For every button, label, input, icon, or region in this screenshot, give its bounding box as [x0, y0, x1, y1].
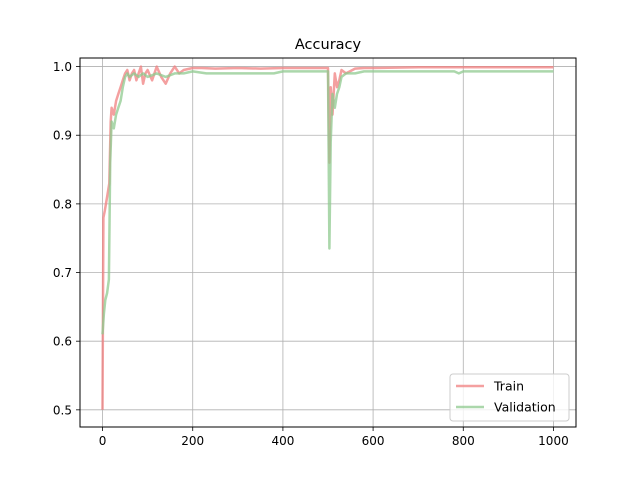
legend-label-validation: Validation [494, 400, 556, 415]
x-tick-label: 0 [99, 434, 107, 448]
legend-label-train: Train [493, 379, 524, 394]
y-tick-label: 0.8 [53, 197, 72, 211]
x-axis: 0 200 400 600 800 1000 [99, 427, 569, 448]
series-line-validation [101, 70, 554, 335]
y-tick-label: 1.0 [53, 60, 72, 74]
y-tick-label: 0.7 [53, 266, 72, 280]
y-axis: 0.5 0.6 0.7 0.8 0.9 1.0 [53, 60, 80, 417]
x-tick-label: 800 [452, 434, 475, 448]
series-layer [101, 65, 554, 410]
x-tick-label: 600 [362, 434, 385, 448]
x-tick-label: 200 [181, 434, 204, 448]
x-tick-label: 400 [271, 434, 294, 448]
y-tick-label: 0.9 [53, 129, 72, 143]
chart-title: Accuracy [295, 37, 362, 53]
y-tick-label: 0.5 [53, 403, 72, 417]
legend: Train Validation [449, 373, 570, 422]
x-tick-label: 1000 [538, 434, 569, 448]
y-tick-label: 0.6 [53, 335, 72, 349]
series-line-train [101, 65, 554, 410]
plot-area [79, 57, 577, 428]
